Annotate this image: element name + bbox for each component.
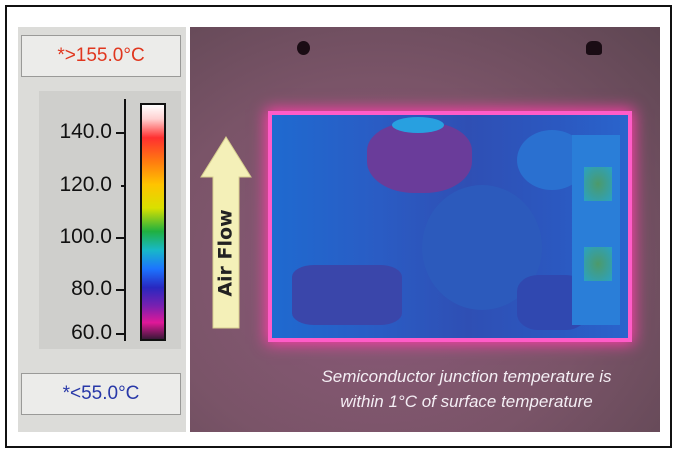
temperature-scale-panel: *>155.0°C 140.0 120.0 100.0 80.0 60.0 *<…: [18, 27, 186, 432]
caption: Semiconductor junction temperature is wi…: [275, 364, 658, 414]
color-scale-bar: [140, 103, 166, 341]
airflow-arrow: Air Flow: [199, 135, 253, 330]
circuit-board: [272, 115, 628, 338]
hot-component: [584, 247, 612, 281]
caption-line: within 1°C of surface temperature: [340, 392, 593, 411]
component-region: [292, 265, 402, 325]
tick-mark: [121, 185, 124, 187]
component-region: [367, 123, 472, 193]
thermal-image: Air Flow: [190, 27, 660, 432]
mounting-hole: [586, 41, 602, 55]
component-region: [392, 117, 444, 133]
tick-mark: [116, 237, 124, 239]
tick-mark: [116, 132, 124, 134]
tick-label: 140.0: [59, 120, 112, 143]
max-temperature-readout: *>155.0°C: [21, 35, 181, 77]
airflow-arrow-label: Air Flow: [215, 209, 237, 296]
caption-line: Semiconductor junction temperature is: [321, 367, 612, 386]
tick-label: 120.0: [59, 173, 112, 196]
min-temperature-readout: *<55.0°C: [21, 373, 181, 415]
scale-axis-line: [124, 99, 126, 341]
tick-mark: [116, 333, 124, 335]
temperature-scale: 140.0 120.0 100.0 80.0 60.0: [39, 91, 181, 349]
hot-component: [584, 167, 612, 201]
mounting-hole: [297, 41, 310, 55]
tick-label: 100.0: [59, 225, 112, 248]
tick-label: 80.0: [71, 277, 112, 300]
component-region: [572, 135, 620, 325]
tick-mark: [116, 289, 124, 291]
tick-label: 60.0: [71, 321, 112, 344]
arrow-up-icon: Air Flow: [200, 136, 252, 329]
